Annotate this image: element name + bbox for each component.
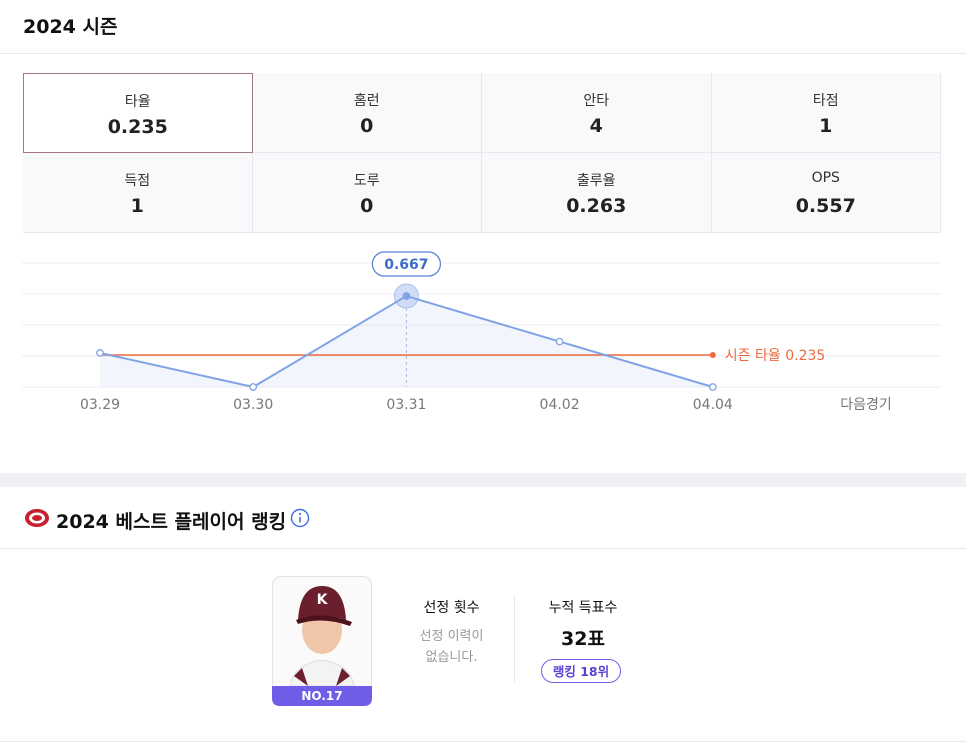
point xyxy=(249,383,258,391)
stat-value: 1 xyxy=(130,195,144,217)
section-title: 2024 베스트 플레이어 랭킹 xyxy=(56,511,287,533)
logo xyxy=(25,509,49,527)
stat-value: 0 xyxy=(360,115,374,137)
grid xyxy=(22,262,941,388)
divider xyxy=(0,548,966,549)
stat-value: 0.557 xyxy=(795,195,856,217)
stat-label: 안타 xyxy=(583,93,610,109)
stats-grid: 타율 0.235 홈런 0 안타 4 타점 1 득점 1 도루 0 출루율 0.263 OPS 0.557 xyxy=(23,73,941,233)
value-label: 0.667 xyxy=(384,257,428,273)
chart: 시즌 타율 0.235 0.667 03.29 03.30 03.31 04.02 04.0… xyxy=(22,251,941,413)
info-icon[interactable] xyxy=(290,508,310,528)
x-tick-label: 03.29 xyxy=(80,397,120,413)
x-tick-label: 다음경기 xyxy=(840,397,892,413)
stat-value: 4 xyxy=(589,115,603,137)
stat-label: 타점 xyxy=(812,93,839,109)
divider xyxy=(0,741,966,742)
stat-label: 타율 xyxy=(124,94,151,110)
x-tick-label: 04.04 xyxy=(693,397,733,413)
point xyxy=(555,337,564,346)
stat-cell[interactable]: 타점 1 xyxy=(711,73,941,153)
selection-text: 없습니다. xyxy=(425,650,478,665)
point xyxy=(708,383,717,391)
stat-label: OPS xyxy=(811,170,840,186)
stat-value: 0.235 xyxy=(107,116,168,138)
stat-label: 홈런 xyxy=(353,93,380,109)
stat-cell[interactable]: OPS 0.557 xyxy=(711,153,941,233)
x-tick-label: 03.30 xyxy=(233,397,273,413)
stat-label: 출루율 xyxy=(576,173,616,189)
reference-label: 시즌 타율 0.235 xyxy=(725,348,826,364)
votes-value: 32표 xyxy=(561,628,605,650)
point xyxy=(96,349,104,357)
selection-text: 선정 이력이 xyxy=(419,629,484,644)
stat-label: 도루 xyxy=(353,173,380,189)
section-gap xyxy=(0,473,966,487)
point xyxy=(402,292,411,300)
divider xyxy=(514,596,515,682)
stat-label: 득점 xyxy=(124,173,151,189)
player-number: NO.17 xyxy=(301,689,343,703)
stat-cell[interactable]: 홈런 0 xyxy=(252,73,482,153)
stat-cell[interactable]: 타율 0.235 xyxy=(23,73,253,153)
svg-text:K: K xyxy=(317,592,329,608)
stat-cell[interactable]: 득점 1 xyxy=(23,153,253,233)
reference-dot xyxy=(709,351,716,358)
section-title: 2024 시즌 xyxy=(23,16,118,38)
rank-badge[interactable]: 랭킹 18위 xyxy=(541,659,621,683)
stat-value: 1 xyxy=(819,115,833,137)
area xyxy=(100,296,713,387)
stat-cell[interactable]: 출루율 0.263 xyxy=(482,153,712,233)
stat-value: 0 xyxy=(360,195,374,217)
stat-cell[interactable]: 도루 0 xyxy=(252,153,482,233)
value-bubble xyxy=(371,251,442,277)
x-tick-label: 04.02 xyxy=(540,397,580,413)
votes-label: 누적 득표수 xyxy=(548,600,618,616)
x-tick-label: 03.31 xyxy=(386,397,426,413)
player-card[interactable]: K xyxy=(272,576,372,706)
selection-label: 선정 횟수 xyxy=(423,600,480,616)
stat-value: 0.263 xyxy=(566,195,627,217)
divider xyxy=(0,53,966,54)
stat-cell[interactable]: 안타 4 xyxy=(482,73,712,153)
